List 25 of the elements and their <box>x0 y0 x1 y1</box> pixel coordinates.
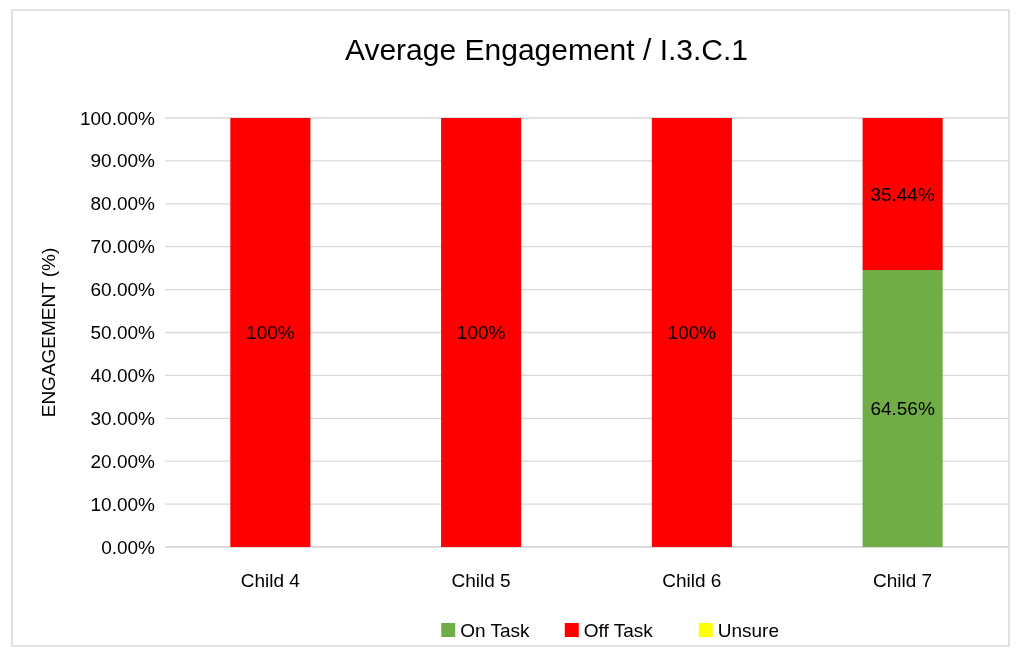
y-tick-label: 50.00% <box>90 322 156 343</box>
chart-title: Average Engagement / I.3.C.1 <box>344 33 749 66</box>
x-tick-label: Child 4 <box>240 569 301 591</box>
x-tick-label: Child 7 <box>873 569 933 591</box>
data-label: 100% <box>246 322 295 343</box>
y-tick-label: 90.00% <box>90 150 156 172</box>
y-axis-title: ENGAGEMENT (%) <box>37 247 59 418</box>
legend-label: Unsure <box>717 619 779 641</box>
data-label: 64.56% <box>870 398 935 420</box>
y-tick-label: 40.00% <box>90 364 156 386</box>
y-tick-label: 60.00% <box>90 279 156 301</box>
y-tick-label: 0.00% <box>101 536 156 558</box>
y-tick-label: 70.00% <box>90 236 156 258</box>
legend-label: On Task <box>460 619 531 641</box>
x-tick-label: Child 5 <box>451 569 511 591</box>
y-tick-label: 20.00% <box>90 450 156 472</box>
data-label: 35.44% <box>870 183 935 205</box>
legend-label: Off Task <box>583 619 654 641</box>
data-label: 100% <box>456 322 506 343</box>
data-label: 100% <box>667 322 717 343</box>
x-tick-label: Child 6 <box>662 569 722 591</box>
y-tick-label: 10.00% <box>90 493 156 515</box>
y-tick-label: 80.00% <box>90 193 156 215</box>
y-tick-label: 100.00% <box>79 107 156 129</box>
y-tick-label: 30.00% <box>90 407 156 429</box>
